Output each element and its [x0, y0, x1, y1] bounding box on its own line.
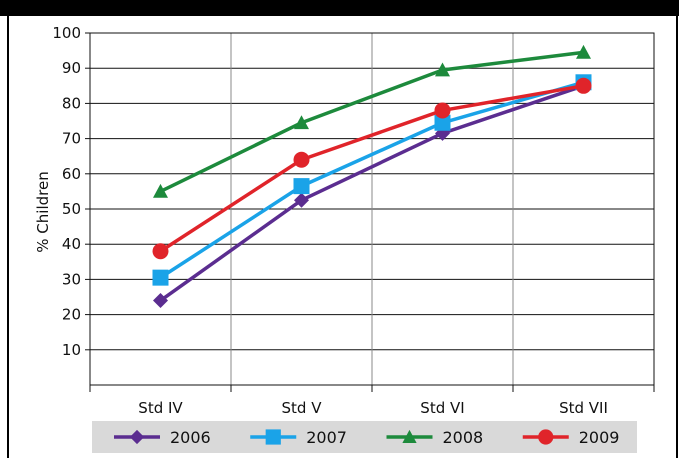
- legend-label: 2009: [579, 428, 620, 447]
- legend-label: 2007: [306, 428, 347, 447]
- y-tick-label: 20: [62, 306, 81, 324]
- series-line-2007: [159, 80, 584, 280]
- frame-right-border: [676, 16, 678, 458]
- y-tick-label: 50: [62, 200, 81, 218]
- x-tick-label: Std VII: [559, 399, 608, 417]
- legend-label: 2008: [443, 428, 484, 447]
- data-point-2007: [293, 178, 310, 195]
- legend-marker: [402, 429, 417, 444]
- legend-item-2006: 2006: [114, 428, 211, 447]
- data-point-2008: [294, 115, 309, 130]
- series-line-2009: [159, 84, 584, 253]
- series-line-2006: [159, 84, 585, 302]
- grid-layer: [90, 32, 654, 385]
- y-tick-label: 40: [62, 235, 81, 253]
- legend: 2006 2007 2008 2009: [92, 421, 637, 453]
- legend-marker: [265, 429, 281, 445]
- y-tick-label: 80: [62, 94, 81, 112]
- axis-layer: 10 20 30 40 50 60 70 80 90 100 Std IV Std V Std VI St…: [52, 24, 655, 417]
- legend-label: 2006: [170, 428, 211, 447]
- y-tick-label: 30: [62, 270, 81, 288]
- data-point-2006: [294, 192, 309, 208]
- series-line-2008: [159, 50, 584, 193]
- y-tick-label: 10: [62, 341, 81, 359]
- y-tick-label: 60: [62, 165, 81, 183]
- data-point-2009: [434, 102, 451, 119]
- y-tick-label: 70: [62, 130, 81, 148]
- frame-left-border: [7, 16, 9, 458]
- data-point-2008: [153, 183, 168, 198]
- data-point-2008: [435, 62, 450, 77]
- legend-marker: [129, 429, 145, 445]
- series-2009: [152, 77, 592, 260]
- data-point-2007: [434, 114, 451, 131]
- data-point-2009: [152, 243, 169, 260]
- data-point-2009: [575, 77, 592, 94]
- series-2008: [153, 44, 591, 198]
- y-axis-title: % Children: [34, 171, 52, 252]
- x-tick-label: Std V: [282, 399, 323, 417]
- y-tick-label: 90: [62, 59, 81, 77]
- series-layer: [152, 44, 592, 309]
- data-point-2008: [576, 44, 591, 59]
- y-tick-label: 100: [52, 24, 81, 42]
- legend-item-2008: 2008: [386, 428, 484, 447]
- legend-marker: [538, 429, 554, 445]
- header-band: [0, 0, 679, 16]
- legend-item-2009: 2009: [522, 428, 620, 447]
- legend-item-2007: 2007: [250, 428, 347, 447]
- x-tick-label: Std IV: [138, 399, 183, 417]
- x-tick-label: Std VI: [420, 399, 464, 417]
- data-point-2009: [293, 151, 310, 168]
- data-point-2006: [153, 293, 168, 309]
- data-point-2007: [152, 269, 169, 286]
